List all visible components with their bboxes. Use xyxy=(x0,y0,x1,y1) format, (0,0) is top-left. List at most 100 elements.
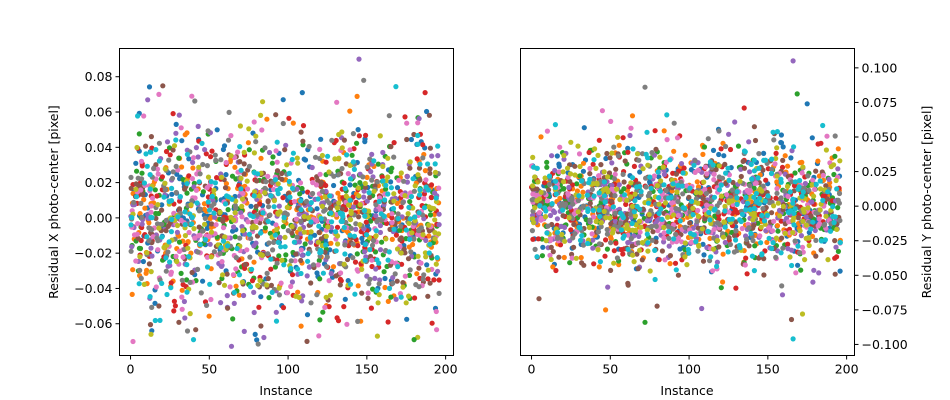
scatter-point-y xyxy=(660,164,666,170)
scatter-point-x xyxy=(373,233,379,239)
scatter-point-y xyxy=(601,208,607,215)
scatter-point-x xyxy=(342,251,348,257)
scatter-point-x xyxy=(317,317,323,323)
scatter-point-x xyxy=(312,232,318,238)
scatter-point-x xyxy=(223,181,229,187)
scatter-point-x xyxy=(206,313,212,319)
scatter-point-x xyxy=(318,216,324,222)
scatter-point-x xyxy=(196,224,202,230)
scatter-point-x xyxy=(317,276,323,282)
scatter-point-x xyxy=(228,133,234,139)
scatter-point-x xyxy=(276,203,282,209)
scatter-point-y xyxy=(690,212,696,218)
x-tick-label-y: 200 xyxy=(835,362,859,377)
scatter-point-y xyxy=(817,207,823,213)
scatter-point-y xyxy=(788,208,794,214)
scatter-point-x xyxy=(388,294,394,300)
scatter-point-x xyxy=(251,309,257,316)
scatter-point-x xyxy=(214,127,220,133)
scatter-point-y xyxy=(566,184,572,190)
scatter-point-y xyxy=(677,218,683,224)
scatter-point-y xyxy=(738,173,744,180)
scatter-point-x xyxy=(391,140,397,146)
scatter-point-y xyxy=(630,252,636,258)
scatter-point-x xyxy=(423,254,429,260)
scatter-point-x xyxy=(149,215,155,221)
scatter-point-x xyxy=(270,154,276,160)
scatter-point-x xyxy=(357,222,363,228)
scatter-point-x xyxy=(365,295,371,301)
scatter-point-y xyxy=(831,171,837,178)
scatter-point-y xyxy=(701,252,707,258)
scatter-point-x xyxy=(171,308,177,314)
scatter-point-x xyxy=(335,190,341,196)
scatter-point-x xyxy=(357,202,363,208)
scatter-point-x xyxy=(155,171,161,177)
scatter-point-x xyxy=(281,262,287,268)
scatter-point-x xyxy=(315,262,321,268)
scatter-point-x xyxy=(335,233,341,239)
scatter-point-y xyxy=(530,183,536,189)
scatter-point-y xyxy=(810,219,816,225)
scatter-point-x xyxy=(298,198,304,204)
scatter-point-x xyxy=(366,190,372,196)
scatter-point-x xyxy=(300,138,306,144)
scatter-point-x xyxy=(310,262,317,268)
scatter-point-x xyxy=(249,278,256,284)
scatter-point-y xyxy=(733,219,739,225)
scatter-point-x xyxy=(202,237,208,243)
outlier-point-y xyxy=(799,311,806,317)
scatter-point-y xyxy=(653,146,659,152)
scatter-point-y xyxy=(747,169,753,175)
scatter-point-y xyxy=(744,271,750,277)
scatter-point-x xyxy=(341,180,347,186)
scatter-point-x xyxy=(245,219,251,225)
scatter-point-x xyxy=(362,257,368,263)
scatter-point-x xyxy=(366,208,372,214)
scatter-point-x xyxy=(271,239,277,245)
scatter-point-y xyxy=(750,237,756,244)
scatter-point-x xyxy=(195,266,201,272)
scatter-point-x xyxy=(230,272,236,278)
scatter-point-x xyxy=(322,194,328,200)
scatter-point-x xyxy=(211,187,217,193)
scatter-point-x xyxy=(190,155,197,161)
scatter-point-y xyxy=(812,186,818,192)
scatter-point-x xyxy=(302,241,308,247)
scatter-point-x xyxy=(130,338,136,345)
scatter-point-x xyxy=(249,224,255,230)
scatter-point-y xyxy=(759,188,765,194)
scatter-point-y xyxy=(813,168,819,174)
scatter-point-y xyxy=(801,209,807,215)
scatter-point-x xyxy=(379,239,385,245)
scatter-point-y xyxy=(835,205,841,211)
scatter-point-x xyxy=(146,220,152,226)
scatter-point-x xyxy=(231,300,237,306)
scatter-point-x xyxy=(232,164,238,170)
scatter-point-y xyxy=(625,246,631,252)
scatter-point-x xyxy=(200,161,206,168)
scatter-point-x xyxy=(163,148,170,155)
scatter-point-x xyxy=(269,160,275,166)
scatter-point-x xyxy=(329,137,335,143)
scatter-point-x xyxy=(160,83,166,89)
scatter-point-y xyxy=(632,227,639,233)
scatter-point-x xyxy=(372,275,378,281)
scatter-point-x xyxy=(333,248,339,254)
scatter-point-x xyxy=(427,280,433,286)
scatter-point-y xyxy=(707,217,713,223)
scatter-point-x xyxy=(280,97,286,103)
scatter-point-x xyxy=(291,239,297,245)
scatter-point-x xyxy=(380,178,386,184)
scatter-point-x xyxy=(435,268,441,274)
scatter-point-x xyxy=(222,234,228,240)
scatter-point-y xyxy=(595,229,602,235)
scatter-point-x xyxy=(242,261,248,268)
scatter-point-x xyxy=(278,280,284,286)
scatter-point-y xyxy=(644,129,650,135)
chart-residual-x: 0 50 100 150 200 −0.06−0.04−0.020.000.020.04… xyxy=(46,48,458,398)
scatter-point-x xyxy=(266,149,273,156)
scatter-point-x xyxy=(350,241,356,247)
scatter-point-x xyxy=(166,157,172,163)
